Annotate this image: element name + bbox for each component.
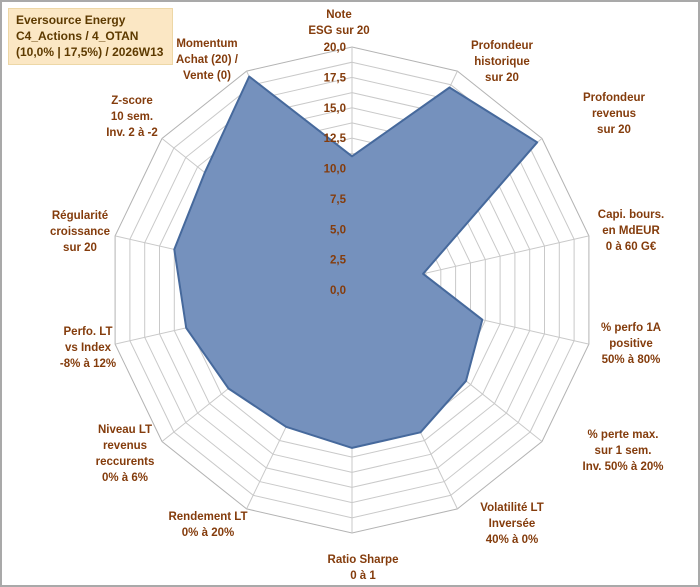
radial-tick-label: 10,0 xyxy=(324,164,346,176)
axis-label-10: Perfo. LT vs Index -8% à 12% xyxy=(60,326,116,370)
axis-label-4: % perfo 1A positive 50% à 80% xyxy=(601,322,661,366)
axis-label-12: Z-score 10 sem. Inv. 2 à -2 xyxy=(106,95,158,139)
axis-label-7: Ratio Sharpe 0 à 1 xyxy=(328,554,399,582)
axis-label-2: Profondeur revenus sur 20 xyxy=(583,92,645,136)
radial-tick-label: 12,5 xyxy=(324,133,347,145)
axis-label-6: Volatilité LT Inversée 40% à 0% xyxy=(480,502,543,546)
axis-label-5: % perte max. sur 1 sem. Inv. 50% à 20% xyxy=(583,429,664,473)
radial-tick-label: 20,0 xyxy=(324,42,346,54)
axis-label-1: Profondeur historique sur 20 xyxy=(471,40,533,84)
radial-tick-label: 2,5 xyxy=(330,255,347,267)
axis-label-9: Niveau LT revenus reccurents 0% à 6% xyxy=(96,424,155,484)
radial-tick-label: 5,0 xyxy=(330,224,346,236)
radar-series-polygon xyxy=(173,75,539,449)
chart-title-box: Eversource Energy C4_Actions / 4_OTAN (1… xyxy=(8,8,174,65)
axis-label-3: Capi. bours. en MdEUR 0 à 60 G€ xyxy=(598,209,664,253)
radial-tick-label: 0,0 xyxy=(330,285,346,297)
axis-label-13: Momentum Achat (20) / Vente (0) xyxy=(176,38,239,82)
axis-label-11: Régularité croissance sur 20 xyxy=(50,210,110,254)
radial-tick-label: 15,0 xyxy=(324,103,346,115)
radial-tick-label: 7,5 xyxy=(330,194,347,206)
radial-tick-label: 17,5 xyxy=(324,72,347,84)
axis-label-0: Note ESG sur 20 xyxy=(308,9,369,37)
title-weights-period: (10,0% | 17,5%) / 2026W13 xyxy=(16,45,164,59)
axis-label-8: Rendement LT 0% à 20% xyxy=(168,511,247,539)
title-portfolio-category: C4_Actions / 4_OTAN xyxy=(16,29,139,43)
title-security-name: Eversource Energy xyxy=(16,13,126,27)
